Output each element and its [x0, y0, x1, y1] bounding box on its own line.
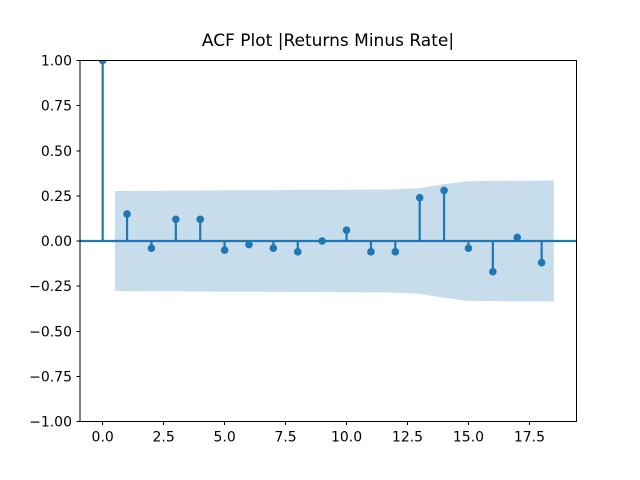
y-tick-label: 0.75 [41, 99, 72, 115]
chart-title: ACF Plot |Returns Minus Rate| [202, 31, 454, 51]
stem-marker-lag-16 [489, 267, 497, 276]
y-tick-label: −1.00 [29, 415, 72, 431]
y-tick-label: −0.75 [29, 369, 72, 385]
stem-marker-lag-1 [123, 210, 131, 218]
y-tick-label: −0.25 [29, 279, 72, 295]
stem-marker-lag-10 [342, 226, 351, 234]
stem-marker-lag-5 [220, 246, 229, 254]
stem-marker-lag-11 [367, 248, 375, 256]
x-tick-label: 7.5 [274, 430, 296, 446]
y-tick-label: 1.00 [41, 54, 72, 70]
y-tick-label: 0.50 [41, 144, 72, 160]
y-tick-label: 0.25 [41, 189, 72, 205]
plot-area [80, 60, 577, 302]
stem-marker-lag-9 [318, 237, 326, 245]
stem-marker-lag-0 [98, 60, 107, 65]
stem-marker-lag-14 [440, 186, 448, 195]
y-tick-label: 0.00 [41, 234, 72, 250]
y-tick-label: −0.50 [29, 324, 72, 340]
stem-marker-lag-12 [391, 248, 400, 256]
x-tick-label: 17.5 [514, 430, 545, 446]
x-tick-label: 2.5 [153, 430, 175, 446]
stem-marker-lag-8 [293, 248, 302, 256]
stem-marker-lag-6 [245, 240, 253, 249]
stem-marker-lag-17 [513, 233, 522, 242]
stem-marker-lag-3 [172, 215, 180, 224]
stem-marker-lag-13 [415, 193, 424, 202]
stem-marker-lag-7 [269, 244, 278, 253]
x-tick-label: 5.0 [213, 430, 235, 446]
x-tick-label: 10.0 [331, 430, 362, 446]
stem-marker-lag-2 [147, 244, 156, 253]
stem-marker-lag-18 [537, 258, 546, 267]
stem-marker-lag-4 [196, 215, 205, 224]
x-tick-label: 12.5 [392, 430, 423, 446]
x-tick-label: 0.0 [92, 430, 114, 446]
x-tick-label: 15.0 [453, 430, 484, 446]
stem-marker-lag-15 [464, 244, 473, 253]
